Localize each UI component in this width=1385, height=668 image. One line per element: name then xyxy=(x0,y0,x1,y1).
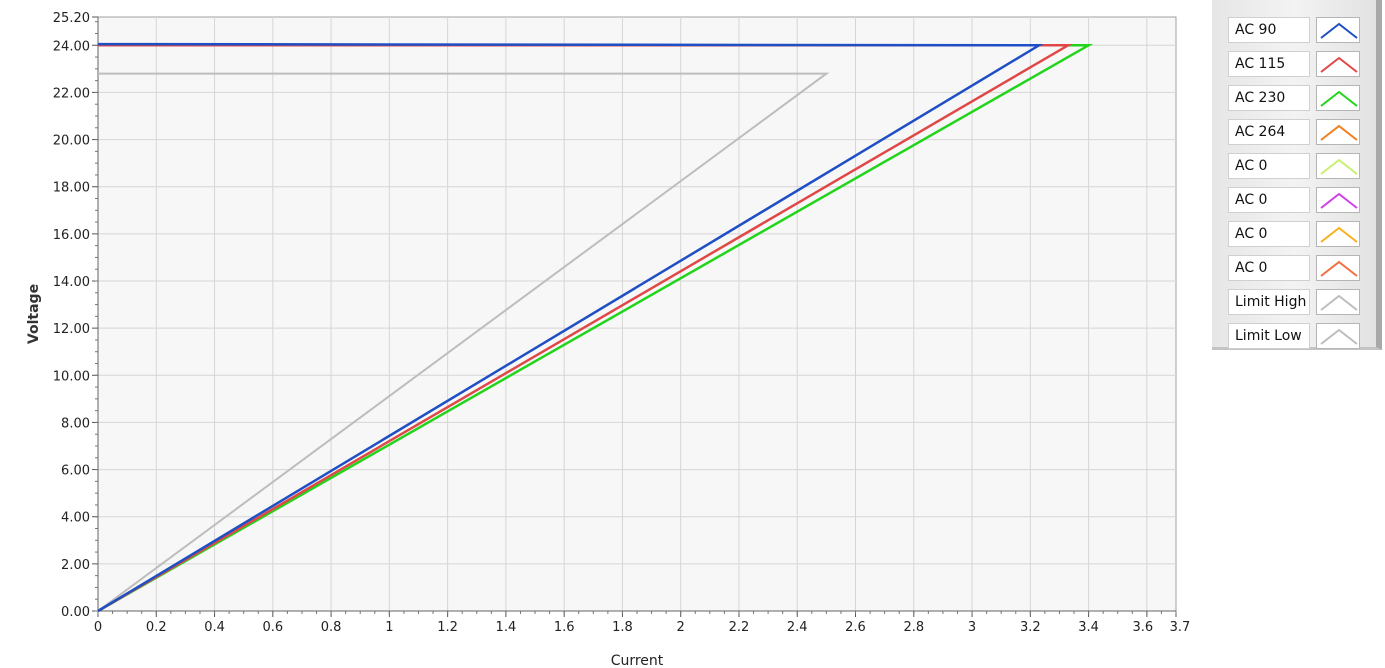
legend-label: AC 0 xyxy=(1228,153,1310,179)
x-tick-label: 2.4 xyxy=(787,620,808,635)
legend-item[interactable]: AC 0 xyxy=(1228,221,1372,247)
legend-item[interactable]: Limit Low xyxy=(1228,323,1372,349)
y-tick-label: 10.00 xyxy=(53,369,90,384)
legend-label: AC 264 xyxy=(1228,119,1310,145)
x-tick-label: 0.2 xyxy=(146,620,167,635)
legend-line-icon xyxy=(1320,158,1358,175)
y-tick-label: 25.20 xyxy=(53,11,90,26)
legend-label: AC 90 xyxy=(1228,17,1310,43)
y-axis: 0.00 2.00 4.00 6.00 8.00 10.00 12.00 14.00 16.00… xyxy=(53,11,99,620)
legend-label: AC 0 xyxy=(1228,187,1310,213)
x-tick-label: 3.4 xyxy=(1078,620,1099,635)
y-tick-label: 14.00 xyxy=(53,275,90,290)
x-tick-label: 3.7 xyxy=(1170,620,1191,635)
legend-line-icon xyxy=(1320,192,1358,209)
y-tick-label: 24.00 xyxy=(53,39,90,54)
x-tick-label: 2.6 xyxy=(845,620,866,635)
y-tick-label: 22.00 xyxy=(53,86,90,101)
y-tick-label: 2.00 xyxy=(61,558,90,573)
x-tick-label: 1.2 xyxy=(437,620,458,635)
legend-item[interactable]: AC 0 xyxy=(1228,255,1372,281)
legend-item[interactable]: AC 0 xyxy=(1228,153,1372,179)
legend-label: AC 0 xyxy=(1228,255,1310,281)
series-line-ac-90 xyxy=(97,42,1044,613)
legend-line-icon xyxy=(1320,124,1358,141)
grid xyxy=(98,17,1176,611)
x-tick-label: 1.4 xyxy=(496,620,517,635)
y-tick-label: 6.00 xyxy=(61,464,90,479)
legend-line-icon xyxy=(1320,294,1358,311)
x-tick-label: 2 xyxy=(677,620,685,635)
legend-line-icon xyxy=(1320,90,1358,107)
x-tick-label: 2.8 xyxy=(903,620,924,635)
legend-item[interactable]: AC 0 xyxy=(1228,187,1372,213)
x-tick-label: 0 xyxy=(94,620,102,635)
x-tick-label: 3 xyxy=(968,620,976,635)
legend-label: AC 230 xyxy=(1228,85,1310,111)
legend-line-icon xyxy=(1320,226,1358,243)
y-tick-label: 12.00 xyxy=(53,322,90,337)
x-tick-label: 1.8 xyxy=(612,620,633,635)
y-tick-label: 16.00 xyxy=(53,228,90,243)
legend-label: AC 0 xyxy=(1228,221,1310,247)
legend-line-icon xyxy=(1320,22,1358,39)
legend-line-icon xyxy=(1320,56,1358,73)
x-axis-title: Current xyxy=(611,653,664,668)
x-tick-label: 1 xyxy=(385,620,393,635)
legend-label: Limit High xyxy=(1228,289,1310,315)
legend-item[interactable]: AC 264 xyxy=(1228,119,1372,145)
legend-swatch xyxy=(1316,289,1360,315)
legend-swatch xyxy=(1316,187,1360,213)
legend-item[interactable]: Limit High xyxy=(1228,289,1372,315)
y-tick-label: 4.00 xyxy=(61,511,90,526)
legend-swatch xyxy=(1316,51,1360,77)
legend-label: Limit Low xyxy=(1228,323,1310,349)
x-axis: 0 0.2 0.4 0.6 0.8 1 1.2 1.4 1.6 1.8 2 2.2 2.4 2.6 2.8 3… xyxy=(94,610,1191,635)
legend-swatch xyxy=(1316,17,1360,43)
y-tick-label: 8.00 xyxy=(61,416,90,431)
series-lines xyxy=(97,42,1094,613)
legend-item[interactable]: AC 115 xyxy=(1228,51,1372,77)
legend-swatch xyxy=(1316,221,1360,247)
x-tick-label: 0.6 xyxy=(262,620,283,635)
legend-swatch xyxy=(1316,255,1360,281)
x-tick-label: 3.6 xyxy=(1133,620,1154,635)
x-tick-label: 2.2 xyxy=(729,620,750,635)
legend-item[interactable]: AC 230 xyxy=(1228,85,1372,111)
y-tick-label: 20.00 xyxy=(53,134,90,149)
legend-line-icon xyxy=(1320,328,1358,345)
chart: 0 0.2 0.4 0.6 0.8 1 1.2 1.4 1.6 1.8 2 2.2 2.4 2.6 2.8 3… xyxy=(26,11,1191,668)
y-axis-title: Voltage xyxy=(26,284,42,344)
x-tick-label: 0.8 xyxy=(321,620,342,635)
y-tick-label: 0.00 xyxy=(61,605,90,620)
x-tick-label: 1.6 xyxy=(554,620,575,635)
legend-label: AC 115 xyxy=(1228,51,1310,77)
legend-line-icon xyxy=(1320,260,1358,277)
legend: AC 90 AC 115 AC 230 AC 264 AC 0 AC 0 AC 0 AC 0 L… xyxy=(1212,0,1382,350)
legend-item[interactable]: AC 90 xyxy=(1228,17,1372,43)
x-tick-label: 3.2 xyxy=(1020,620,1041,635)
legend-swatch xyxy=(1316,323,1360,349)
series-line-limit-high xyxy=(97,72,830,612)
legend-swatch xyxy=(1316,85,1360,111)
plot-area xyxy=(97,16,1177,612)
x-tick-label: 0.4 xyxy=(204,620,225,635)
legend-swatch xyxy=(1316,153,1360,179)
y-tick-label: 18.00 xyxy=(53,181,90,196)
legend-swatch xyxy=(1316,119,1360,145)
